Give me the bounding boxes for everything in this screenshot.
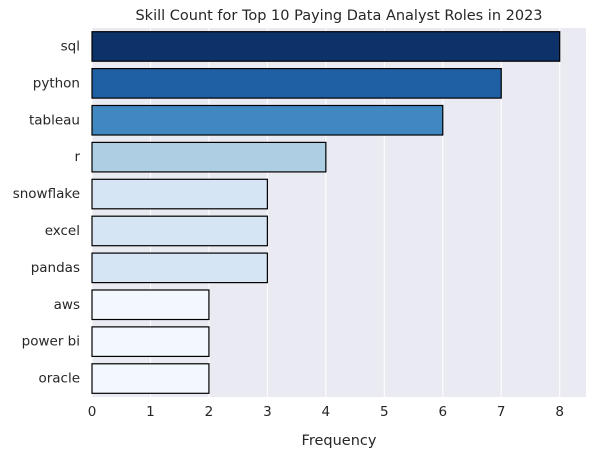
x-tick-label: 3 [263,404,272,420]
bar-power-bi [91,326,210,358]
x-tick-label: 1 [146,404,155,420]
bar-pandas [91,252,268,284]
bar-python [91,67,502,99]
y-tick-label: tableau [29,112,80,128]
x-tick-labels: 0 1 2 3 4 5 6 7 8 [88,404,564,420]
y-tick-label: oracle [38,371,80,387]
y-tick-label: power bi [22,334,80,350]
y-tick-label: aws [54,297,80,313]
x-tick-label: 7 [497,404,506,420]
bar-aws [91,289,210,321]
y-tick-label: r [74,149,80,165]
y-tick-label: snowflake [13,186,80,202]
x-tick-label: 0 [88,404,97,420]
bar-excel [91,215,268,247]
bars [91,31,561,394]
x-tick-label: 4 [322,404,331,420]
bar-tableau [91,104,444,136]
x-tick-label: 2 [205,404,214,420]
x-tick-label: 5 [380,404,389,420]
bar-oracle [91,363,210,394]
chart-title: Skill Count for Top 10 Paying Data Analy… [135,8,542,24]
y-tick-label: pandas [31,260,80,276]
y-tick-label: python [33,75,80,91]
y-tick-label: sql [61,38,80,54]
bar-r [91,141,327,173]
x-axis-title: Frequency [302,433,377,449]
bar-snowflake [91,178,268,210]
x-tick-label: 6 [438,404,447,420]
y-tick-labels: sql python tableau r snowflake excel pandas aws… [13,38,81,386]
x-tick-label: 8 [555,404,564,420]
bar-sql [91,31,561,62]
y-tick-label: excel [45,223,80,239]
